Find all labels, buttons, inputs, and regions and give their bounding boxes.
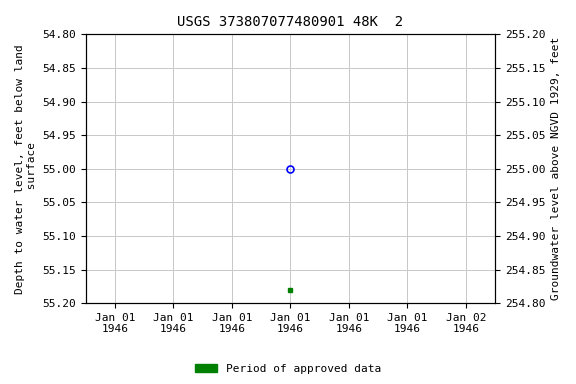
Y-axis label: Depth to water level, feet below land
 surface: Depth to water level, feet below land su… bbox=[15, 44, 37, 294]
Title: USGS 373807077480901 48K  2: USGS 373807077480901 48K 2 bbox=[177, 15, 403, 29]
Y-axis label: Groundwater level above NGVD 1929, feet: Groundwater level above NGVD 1929, feet bbox=[551, 37, 561, 300]
Legend: Period of approved data: Period of approved data bbox=[191, 359, 385, 379]
